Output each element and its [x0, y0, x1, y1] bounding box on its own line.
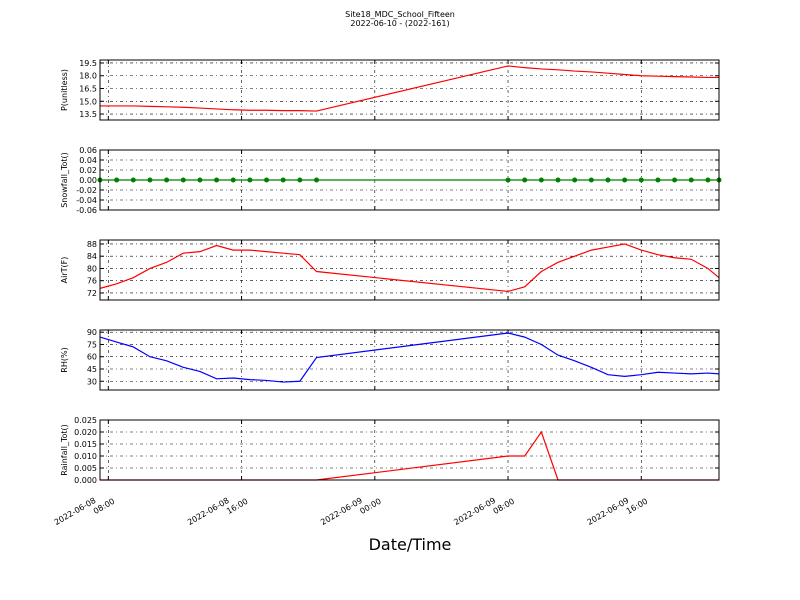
y-tick-label: -0.02 — [76, 186, 97, 195]
data-point — [688, 177, 694, 183]
y-tick-label: 30 — [87, 377, 97, 386]
y-tick-label: 0.000 — [74, 476, 97, 485]
y-tick-label: 0.015 — [74, 440, 97, 449]
y-tick-label: 15.0 — [79, 97, 97, 106]
data-point — [622, 177, 628, 183]
y-tick-label: 90 — [87, 328, 97, 337]
data-point — [197, 177, 203, 183]
y-tick-label: 0.005 — [74, 464, 97, 473]
y-tick-label: -0.04 — [76, 196, 97, 205]
plot-frame — [99, 239, 720, 301]
y-tick-label: 13.5 — [79, 110, 97, 119]
y-tick-label: 75 — [87, 340, 97, 349]
data-point — [130, 177, 136, 183]
plot-frame — [99, 59, 720, 121]
data-point — [280, 177, 286, 183]
chart-subtitle: 2022-06-10 - (2022-161) — [350, 19, 449, 28]
y-tick-label: 0.02 — [79, 166, 97, 175]
data-point — [605, 177, 611, 183]
data-point — [655, 177, 661, 183]
y-axis-label: RH(%) — [60, 347, 69, 372]
data-point — [230, 177, 236, 183]
y-tick-label: 72 — [87, 289, 97, 298]
data-point — [297, 177, 303, 183]
y-tick-label: 16.5 — [79, 85, 97, 94]
y-tick-label: 19.5 — [79, 59, 97, 68]
data-point — [638, 177, 644, 183]
y-tick-label: 76 — [87, 277, 97, 286]
data-point — [705, 177, 711, 183]
x-tick-label: 2022-06-0900:00 — [319, 488, 383, 536]
data-line — [100, 65, 719, 112]
x-tick-label: 2022-06-0808:00 — [53, 488, 117, 536]
y-tick-label: 88 — [87, 240, 97, 249]
y-tick-label: 0.00 — [79, 176, 97, 185]
y-axis-label: Snowfall_Tot() — [60, 152, 69, 208]
plot-frame — [99, 419, 720, 481]
y-axis-label: AirT(F) — [60, 257, 69, 284]
data-point — [522, 177, 528, 183]
data-point — [538, 177, 544, 183]
y-tick-label: 45 — [87, 365, 97, 374]
data-point — [214, 177, 220, 183]
x-axis-label: Date/Time — [369, 535, 452, 554]
y-tick-label: 0.010 — [74, 452, 97, 461]
data-point — [572, 177, 578, 183]
y-tick-label: 0.04 — [79, 156, 97, 165]
data-point — [555, 177, 561, 183]
x-tick-label: 2022-06-0908:00 — [452, 488, 516, 536]
chart-title: Site18_MDC_School_Fifteen — [345, 10, 455, 19]
data-point — [164, 177, 170, 183]
data-point — [147, 177, 153, 183]
data-point — [672, 177, 678, 183]
y-tick-label: -0.06 — [76, 206, 97, 215]
data-point — [264, 177, 270, 183]
data-line — [99, 332, 720, 383]
x-tick-label: 2022-06-0816:00 — [186, 488, 250, 536]
plot-frame — [99, 149, 720, 211]
y-axis-label: P(unitless) — [60, 69, 69, 111]
y-tick-label: 60 — [87, 353, 97, 362]
data-point — [314, 177, 320, 183]
y-axis-label: Rainfall_Tot() — [60, 424, 69, 476]
data-point — [114, 177, 120, 183]
data-line — [99, 243, 720, 293]
y-tick-label: 18.0 — [79, 72, 97, 81]
y-tick-label: 0.025 — [74, 416, 97, 425]
y-tick-label: 80 — [87, 264, 97, 273]
x-tick-label: 2022-06-0916:00 — [586, 488, 650, 536]
y-tick-label: 84 — [87, 252, 97, 261]
data-point — [180, 177, 186, 183]
data-point — [247, 177, 253, 183]
y-tick-label: 0.06 — [79, 146, 97, 155]
plot-frame — [99, 329, 720, 391]
data-point — [505, 177, 511, 183]
y-tick-label: 0.020 — [74, 428, 97, 437]
data-point — [588, 177, 594, 183]
